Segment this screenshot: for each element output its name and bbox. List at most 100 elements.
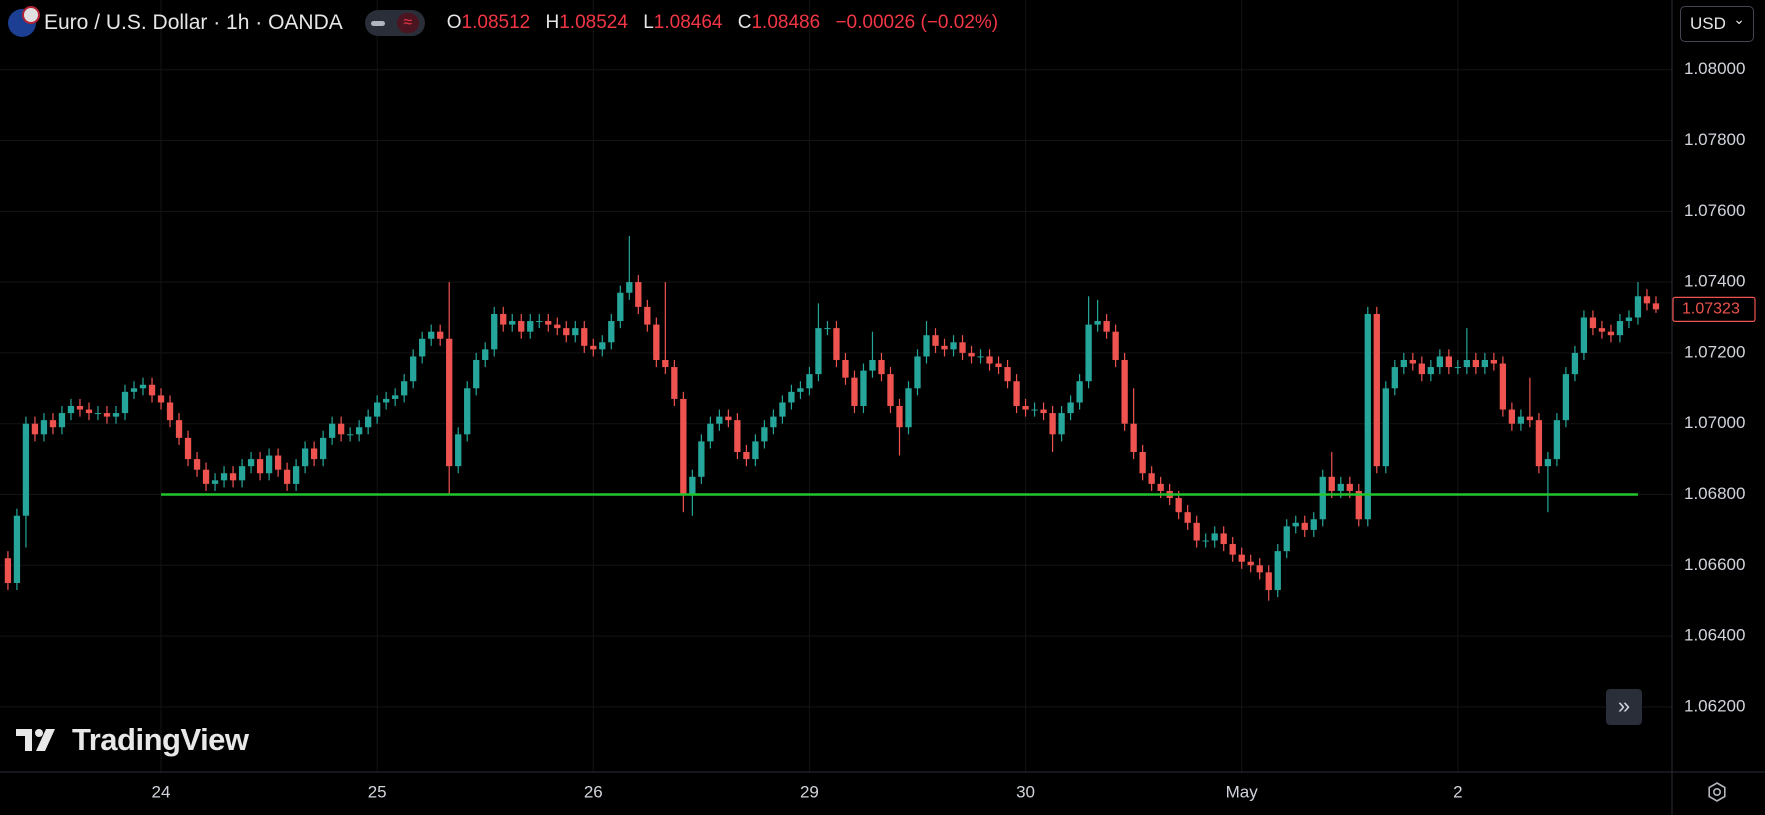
candle-body — [283, 469, 291, 484]
candle-body — [157, 395, 165, 403]
candle-body — [482, 349, 489, 360]
candle-body — [13, 515, 21, 583]
candle-body — [572, 328, 579, 336]
candle-body — [365, 416, 372, 428]
candle-body — [1472, 359, 1480, 368]
candle-body — [446, 338, 453, 467]
candle-body — [689, 476, 696, 495]
candle-body — [1373, 313, 1380, 467]
x-tick-label: 2 — [1453, 782, 1462, 801]
candle-body — [1319, 476, 1326, 520]
candle-body — [1346, 483, 1353, 491]
currency-select[interactable]: USD — [1680, 6, 1754, 42]
high-value: 1.08524 — [559, 12, 628, 33]
candle-body — [1193, 522, 1200, 541]
candle-body — [1175, 498, 1182, 513]
candle-body — [1562, 374, 1570, 421]
candle-body — [193, 459, 201, 470]
x-tick-label: 30 — [1016, 782, 1035, 801]
candle-body — [509, 321, 516, 325]
close-label: C — [737, 12, 752, 33]
y-tick-label: 1.06600 — [1684, 555, 1745, 574]
candle-body — [1427, 367, 1434, 375]
candle-body — [968, 352, 975, 357]
candle-body — [58, 413, 66, 428]
brand-name: TradingView — [72, 722, 249, 757]
candle-body — [139, 384, 147, 389]
y-tick-label: 1.07200 — [1684, 342, 1745, 361]
candle-body — [878, 359, 885, 375]
candle-body — [1202, 540, 1209, 542]
candle-body — [995, 363, 1002, 368]
candle-body — [1310, 519, 1317, 530]
candle-body — [833, 328, 840, 360]
candle-body — [1400, 359, 1407, 368]
candle-body — [716, 416, 723, 424]
settings-button[interactable] — [1706, 781, 1728, 803]
open-value: 1.08512 — [461, 12, 531, 33]
y-tick-label: 1.08000 — [1684, 59, 1745, 78]
candle-body — [1211, 533, 1218, 541]
candle-body — [1598, 328, 1606, 332]
indicator-toggle[interactable]: ≈ — [364, 10, 425, 36]
candle-body — [1157, 483, 1164, 491]
candle-body — [1256, 565, 1263, 573]
candle-body — [806, 374, 813, 389]
candle-body — [491, 313, 498, 350]
candle-body — [1121, 359, 1128, 424]
candle-body — [1112, 331, 1119, 360]
candle-body — [779, 402, 786, 417]
candle-body — [1004, 367, 1011, 382]
candle-body — [211, 480, 219, 484]
candle-body — [1238, 554, 1245, 562]
candle-body — [500, 313, 507, 325]
candle-body — [1040, 409, 1047, 414]
candle-body — [220, 473, 228, 481]
candle-body — [977, 356, 984, 358]
candle-body — [274, 455, 282, 470]
candle-body — [590, 345, 597, 350]
candle-body — [401, 381, 408, 396]
candle-body — [1229, 544, 1236, 555]
candle-body — [238, 466, 246, 481]
candle-body — [1022, 405, 1029, 410]
candle-body — [887, 374, 894, 406]
candle-body — [644, 306, 651, 325]
symbol-title[interactable]: Euro / U.S. Dollar · 1h · OANDA — [44, 11, 343, 34]
candle-body — [527, 321, 534, 332]
candle-body — [410, 356, 417, 382]
candle-body — [464, 388, 471, 435]
candle-body — [328, 423, 336, 438]
candle-body — [842, 359, 849, 378]
candle-body — [1058, 413, 1065, 435]
axes: 1.06200 1.06400 1.06600 1.06800 1.07000 1.072… — [152, 59, 1756, 801]
candle-body — [1526, 416, 1534, 421]
candle-body — [653, 324, 660, 360]
candle-body — [1274, 551, 1281, 591]
symbol-flag — [8, 6, 40, 37]
candle-body — [1130, 423, 1137, 453]
candle-body — [166, 402, 174, 421]
candle-body — [698, 441, 705, 477]
candle-body — [229, 473, 237, 481]
candle-body — [428, 331, 435, 339]
candle-body — [40, 420, 48, 435]
candle-body — [346, 434, 354, 436]
y-tick-label: 1.06200 — [1684, 696, 1745, 715]
candle-body — [103, 413, 111, 417]
candle-body — [392, 395, 399, 399]
candle-body — [743, 452, 750, 460]
candle-body — [419, 338, 426, 357]
candle-body — [148, 384, 156, 396]
candle-body — [824, 328, 831, 330]
y-tick-label: 1.06800 — [1684, 484, 1745, 503]
candle-body — [22, 423, 30, 516]
candle-body — [1580, 317, 1588, 353]
candle-body — [76, 405, 84, 410]
y-tick-label: 1.07800 — [1684, 130, 1745, 149]
candle-body — [112, 413, 120, 417]
candle-body — [1409, 359, 1416, 364]
scroll-to-realtime[interactable]: » — [1606, 689, 1642, 725]
candle-body — [374, 402, 381, 417]
